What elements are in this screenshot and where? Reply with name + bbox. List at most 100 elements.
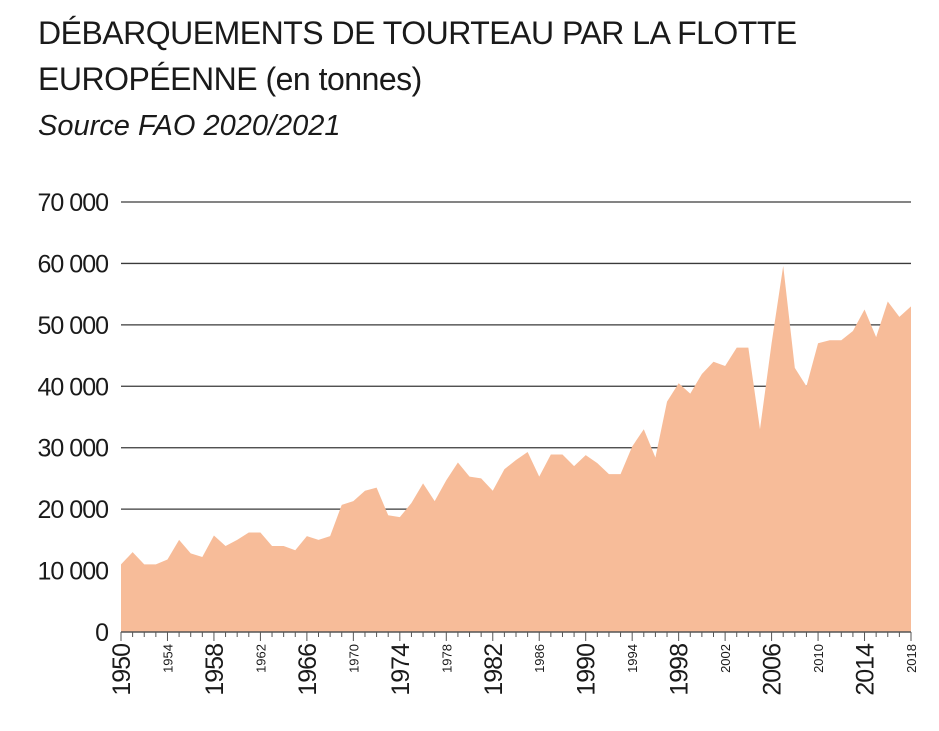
area-layer [119,264,913,632]
data-point-1991 [595,461,599,465]
data-point-2018 [909,304,913,308]
data-point-1982 [491,489,495,493]
data-point-2005 [758,427,762,431]
landings-area [121,265,911,632]
data-point-2010 [816,341,820,345]
x-tick-label: 2018 [904,644,919,673]
chart-source: Source FAO 2020/2021 [38,110,341,142]
data-point-1988 [560,452,564,456]
data-point-1961 [247,530,251,534]
data-point-1998 [677,381,681,385]
x-tick-label: 1998 [666,644,694,696]
data-point-1957 [200,555,204,559]
data-point-1970 [351,499,355,503]
y-tick-label: 30 000 [38,435,109,463]
data-point-1984 [514,458,518,462]
data-point-2017 [897,315,901,319]
data-point-1986 [537,475,541,479]
x-axis [120,631,912,641]
data-point-1990 [584,453,588,457]
data-point-2001 [712,360,716,364]
data-point-2009 [804,384,808,388]
data-point-1989 [572,464,576,468]
data-point-1987 [549,452,553,456]
data-point-1976 [421,481,425,485]
chart-title-region: EUROPÉENNE [38,61,258,97]
data-point-1953 [154,562,158,566]
data-point-1997 [665,400,669,404]
data-point-1993 [619,472,623,476]
chart-header: DÉBARQUEMENTS DE TOURTEAU PAR LA FLOTTE … [38,10,918,146]
x-tick-label: 1966 [294,644,322,696]
y-axis-labels: 0 10 000 20 000 30 000 40 000 50 000 60 000 70 … [38,189,110,647]
chart-title-unit: (en tonnes) [265,61,422,97]
data-point-1960 [235,538,239,542]
data-point-1979 [456,460,460,464]
data-point-1956 [189,551,193,555]
data-point-2008 [793,366,797,370]
data-point-1975 [409,501,413,505]
x-tick-label: 1978 [439,644,454,673]
x-tick-label: 2006 [759,644,787,696]
data-point-1967 [317,538,321,542]
data-point-1951 [131,550,135,554]
data-point-1983 [502,467,506,471]
data-point-1969 [340,503,344,507]
data-point-1955 [177,538,181,542]
x-tick-label: 1994 [625,644,640,673]
data-point-1985 [526,450,530,454]
data-point-1965 [293,548,297,552]
y-tick-label: 10 000 [38,558,109,586]
x-tick-label: 1958 [201,644,229,696]
data-point-1954 [165,558,169,562]
x-tick-label: 1954 [160,644,175,673]
data-point-1977 [433,499,437,503]
data-point-1962 [258,530,262,534]
data-point-1959 [224,544,228,548]
y-tick-label: 0 [95,619,108,647]
y-tick-label: 70 000 [38,189,109,217]
data-point-1973 [386,513,390,517]
data-point-1963 [270,544,274,548]
data-point-2012 [839,338,843,342]
data-point-2007 [781,264,785,268]
data-point-2014 [863,308,867,312]
data-point-1972 [375,486,379,490]
data-point-1999 [688,392,692,396]
data-point-1958 [212,534,216,538]
x-tick-label: 1974 [387,643,415,696]
x-tick-label: 1990 [573,644,601,696]
data-point-1978 [444,478,448,482]
y-tick-label: 20 000 [38,496,109,524]
data-point-1971 [363,489,367,493]
x-tick-label: 2002 [718,644,733,673]
data-point-1992 [607,472,611,476]
data-point-1952 [142,562,146,566]
data-point-1950 [119,562,123,566]
data-point-2000 [700,372,704,376]
data-point-2015 [874,335,878,339]
data-point-1994 [630,444,634,448]
data-point-1974 [398,515,402,519]
data-point-2011 [828,338,832,342]
data-point-2006 [770,341,774,345]
x-tick-label: 1986 [532,644,547,673]
y-tick-label: 60 000 [38,250,109,278]
data-point-2004 [746,346,750,350]
data-point-2002 [723,364,727,368]
data-point-1980 [468,475,472,479]
data-point-1968 [328,534,332,538]
data-point-1981 [479,476,483,480]
x-axis-labels: 1950 1954 1958 1962 1966 1970 1974 1978 1982 1986… [108,643,919,696]
y-tick-label: 40 000 [38,373,109,401]
data-point-2013 [851,329,855,333]
data-point-1995 [642,427,646,431]
chart-title-line-1: DÉBARQUEMENTS DE TOURTEAU PAR LA FLOTTE [38,15,797,51]
x-tick-label: 1962 [253,644,268,673]
chart-title-line-2: EUROPÉENNE (en tonnes) [38,56,918,102]
x-tick-label: 1982 [480,644,508,696]
data-point-1964 [282,544,286,548]
x-tick-label: 1970 [346,644,361,673]
x-tick-label: 2014 [852,643,880,696]
